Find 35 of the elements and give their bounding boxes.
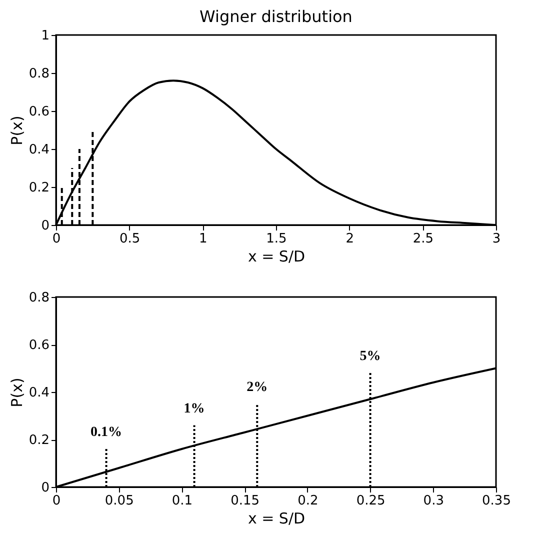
chart-title: Wigner distribution	[200, 7, 352, 26]
x-tick-label: 0.25	[356, 494, 386, 508]
y-axis-title: P(x)	[8, 378, 26, 408]
y-tick-label: 0.2	[28, 433, 50, 448]
x-tick-label: 2.5	[412, 232, 434, 246]
y-tick-label: 0	[41, 480, 50, 496]
x-axis-title: x = S/D	[248, 248, 306, 266]
x-tick-label: 1.5	[266, 232, 287, 246]
x-tick-label: 2	[346, 232, 354, 246]
y-tick-label: 0.6	[28, 338, 50, 353]
annotation: 5%	[360, 349, 381, 364]
y-tick-label: 0.4	[28, 386, 50, 400]
x-tick-label: 0.3	[423, 494, 444, 508]
y-tick-label: 0.2	[28, 180, 50, 196]
x-tick-label: 0.2	[298, 494, 318, 508]
x-tick-label: 0.5	[119, 232, 140, 246]
x-tick-label: 0.15	[230, 494, 260, 508]
y-tick-label: 0.6	[28, 104, 50, 120]
y-tick-label: 0.4	[28, 142, 50, 158]
x-axis-title: x = S/D	[248, 510, 306, 528]
annotation: 2%	[246, 380, 268, 395]
y-tick-label: 0	[41, 218, 50, 234]
annotation: 0.1%	[90, 425, 122, 440]
x-tick-label: 3	[492, 232, 501, 246]
x-tick-label: 0.35	[482, 494, 511, 508]
x-tick-label: 1	[199, 232, 208, 246]
y-tick-label: 0.8	[28, 290, 50, 306]
x-tick-label: 0.05	[104, 494, 134, 508]
annotation: 1%	[184, 401, 205, 416]
x-tick-label: 0	[52, 494, 61, 508]
x-tick-label: 0	[52, 232, 61, 246]
x-tick-label: 0.1	[172, 494, 193, 508]
y-axis-title: P(x)	[8, 116, 26, 146]
y-tick-label: 0.8	[28, 66, 50, 82]
y-tick-label: 1	[41, 28, 50, 44]
